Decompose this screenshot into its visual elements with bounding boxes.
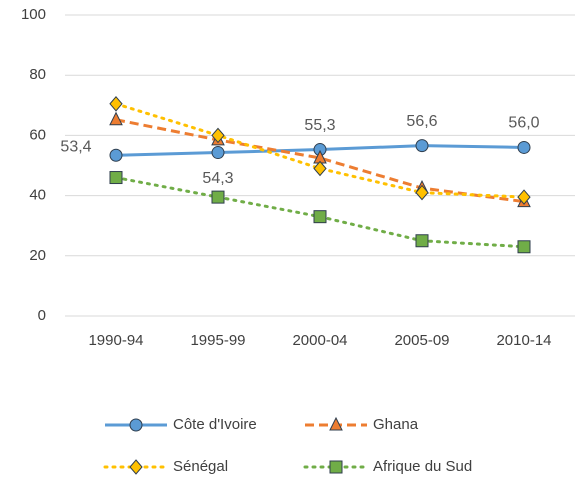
x-tick-label: 1990-94	[88, 332, 143, 349]
data-point	[109, 171, 123, 185]
data-label: 53,4	[60, 138, 91, 155]
x-tick-label: 2000-04	[292, 332, 347, 349]
data-label: 55,3	[304, 117, 335, 134]
data-point	[211, 127, 225, 144]
data-point	[517, 189, 531, 205]
data-point	[313, 210, 327, 224]
y-tick-label: 100	[21, 6, 46, 23]
data-point	[415, 139, 429, 153]
data-label: 56,0	[508, 115, 539, 132]
y-tick-label: 0	[38, 307, 46, 324]
data-point	[211, 190, 225, 204]
y-tick-label: 20	[29, 247, 46, 264]
data-point	[109, 111, 123, 126]
x-tick-label: 2010-14	[496, 332, 551, 349]
data-label: 56,6	[406, 113, 437, 130]
data-point	[211, 146, 225, 160]
legend-label: Afrique du Sud	[373, 458, 472, 475]
data-point	[415, 234, 429, 248]
legend-marker	[329, 416, 343, 431]
y-tick-label: 80	[29, 66, 46, 83]
data-point	[109, 148, 123, 162]
legend-marker	[129, 418, 143, 432]
x-tick-label: 1995-99	[190, 332, 245, 349]
data-point	[517, 140, 531, 154]
y-tick-label: 60	[29, 126, 46, 143]
data-point	[313, 160, 327, 177]
y-tick-label: 40	[29, 187, 46, 204]
legend-label: Ghana	[373, 416, 419, 433]
data-point	[415, 184, 429, 201]
legend-label: Côte d'Ivoire	[173, 416, 257, 433]
data-label: 54,3	[202, 170, 233, 187]
legend-label: Sénégal	[173, 458, 228, 475]
data-point	[109, 96, 123, 112]
legend-marker	[329, 460, 343, 474]
legend-marker	[129, 459, 143, 475]
data-point	[517, 240, 531, 254]
series-line	[114, 102, 526, 199]
x-tick-label: 2005-09	[394, 332, 449, 349]
